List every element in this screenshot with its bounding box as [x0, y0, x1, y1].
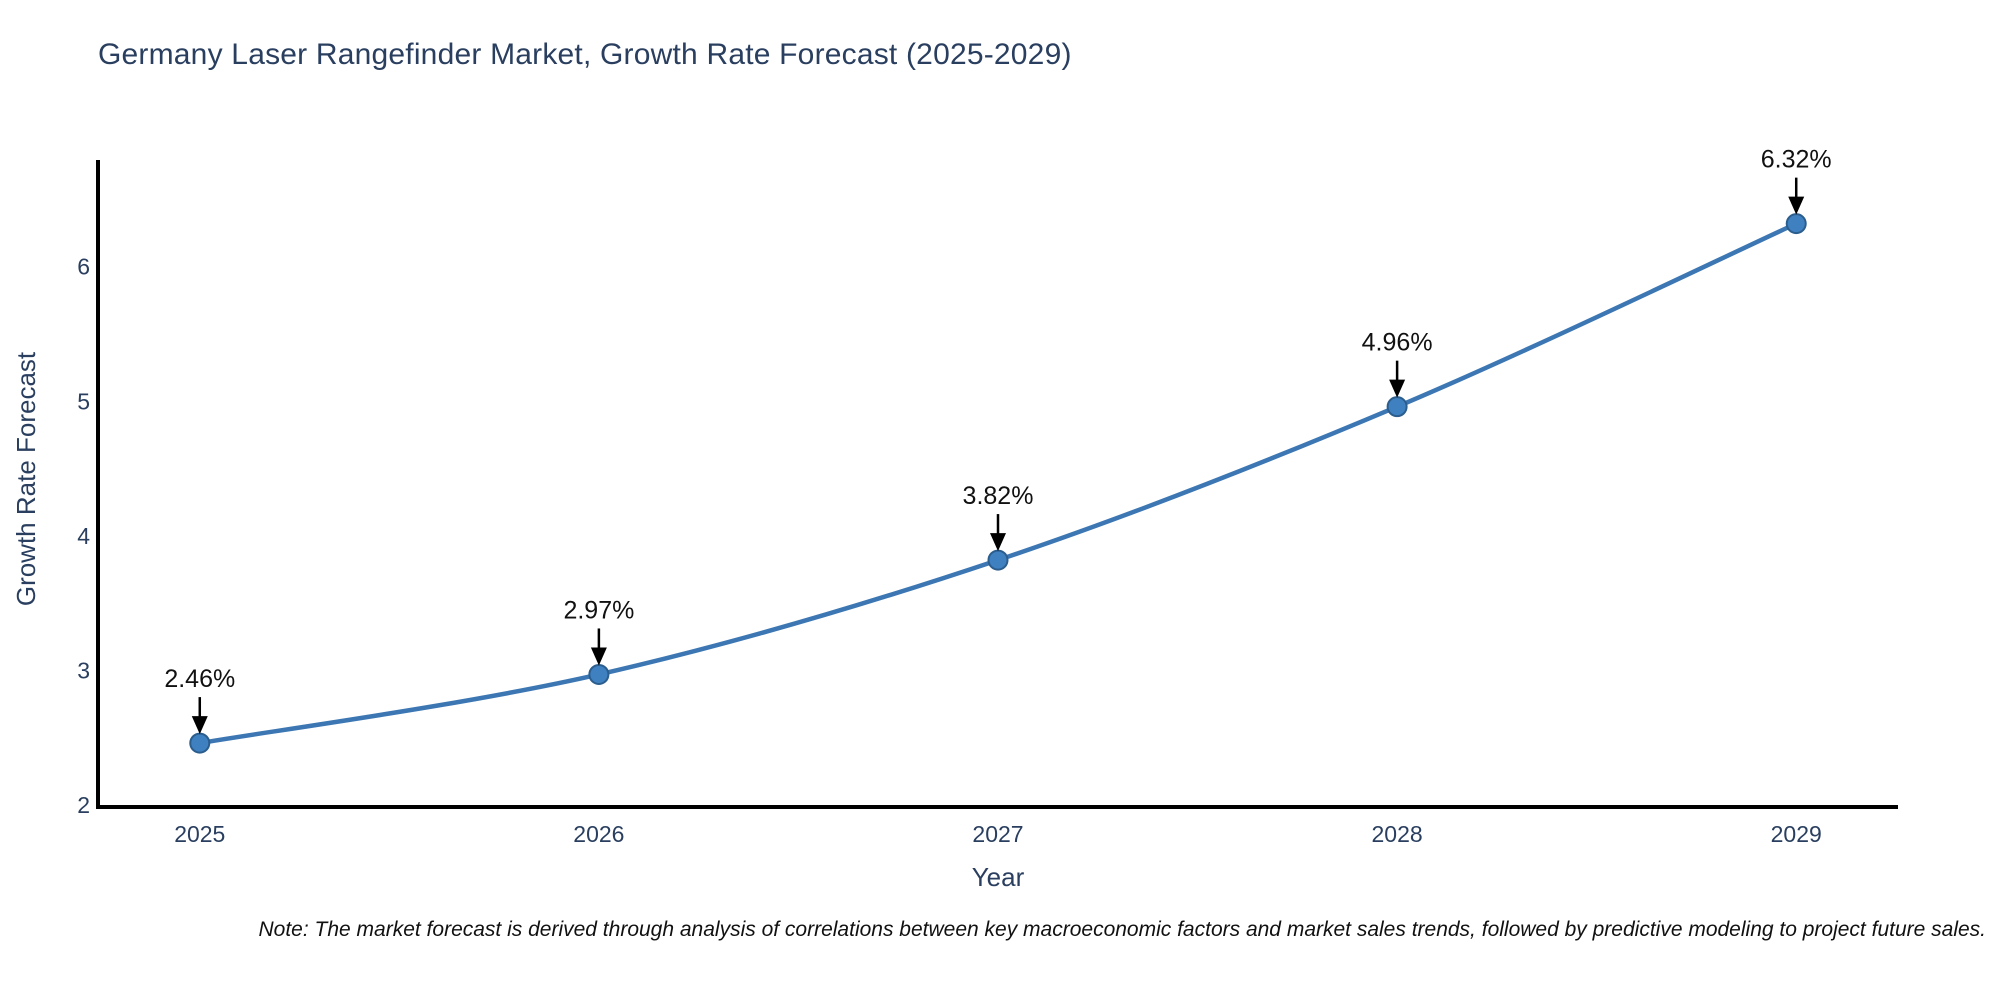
x-tick-label: 2028 [1372, 821, 1423, 847]
y-tick-label: 5 [77, 388, 90, 414]
x-tick-label: 2027 [972, 821, 1023, 847]
point-value-label: 3.82% [963, 482, 1034, 510]
annotation-arrow-head [990, 533, 1006, 552]
point-value-label: 2.97% [563, 596, 634, 624]
point-value-label: 2.46% [164, 665, 235, 693]
y-tick-label: 4 [77, 523, 90, 549]
x-tick-label: 2026 [573, 821, 624, 847]
x-axis-title: Year [971, 862, 1025, 892]
data-point-marker [987, 549, 1009, 571]
y-axis-title: Growth Rate Forecast [11, 351, 41, 607]
y-tick-label: 3 [77, 657, 90, 683]
annotation-arrow-head [191, 716, 208, 735]
annotation-arrow-head [1788, 196, 1805, 215]
point-value-label: 4.96% [1362, 329, 1433, 357]
x-tick-label: 2029 [1771, 821, 1822, 847]
data-point-marker [1386, 396, 1408, 418]
annotation-arrow-head [1389, 379, 1406, 398]
y-tick-label: 6 [77, 254, 90, 280]
data-point-marker [189, 732, 211, 754]
y-tick-label: 2 [77, 792, 90, 818]
data-point-marker [588, 663, 610, 685]
data-point-marker [1785, 213, 1807, 235]
annotation-arrow-head [590, 647, 607, 666]
chart-title: Germany Laser Rangefinder Market, Growth… [98, 38, 1072, 71]
x-tick-label: 2025 [174, 821, 225, 847]
footnote: Note: The market forecast is derived thr… [258, 918, 1987, 941]
point-value-label: 6.32% [1761, 146, 1832, 174]
